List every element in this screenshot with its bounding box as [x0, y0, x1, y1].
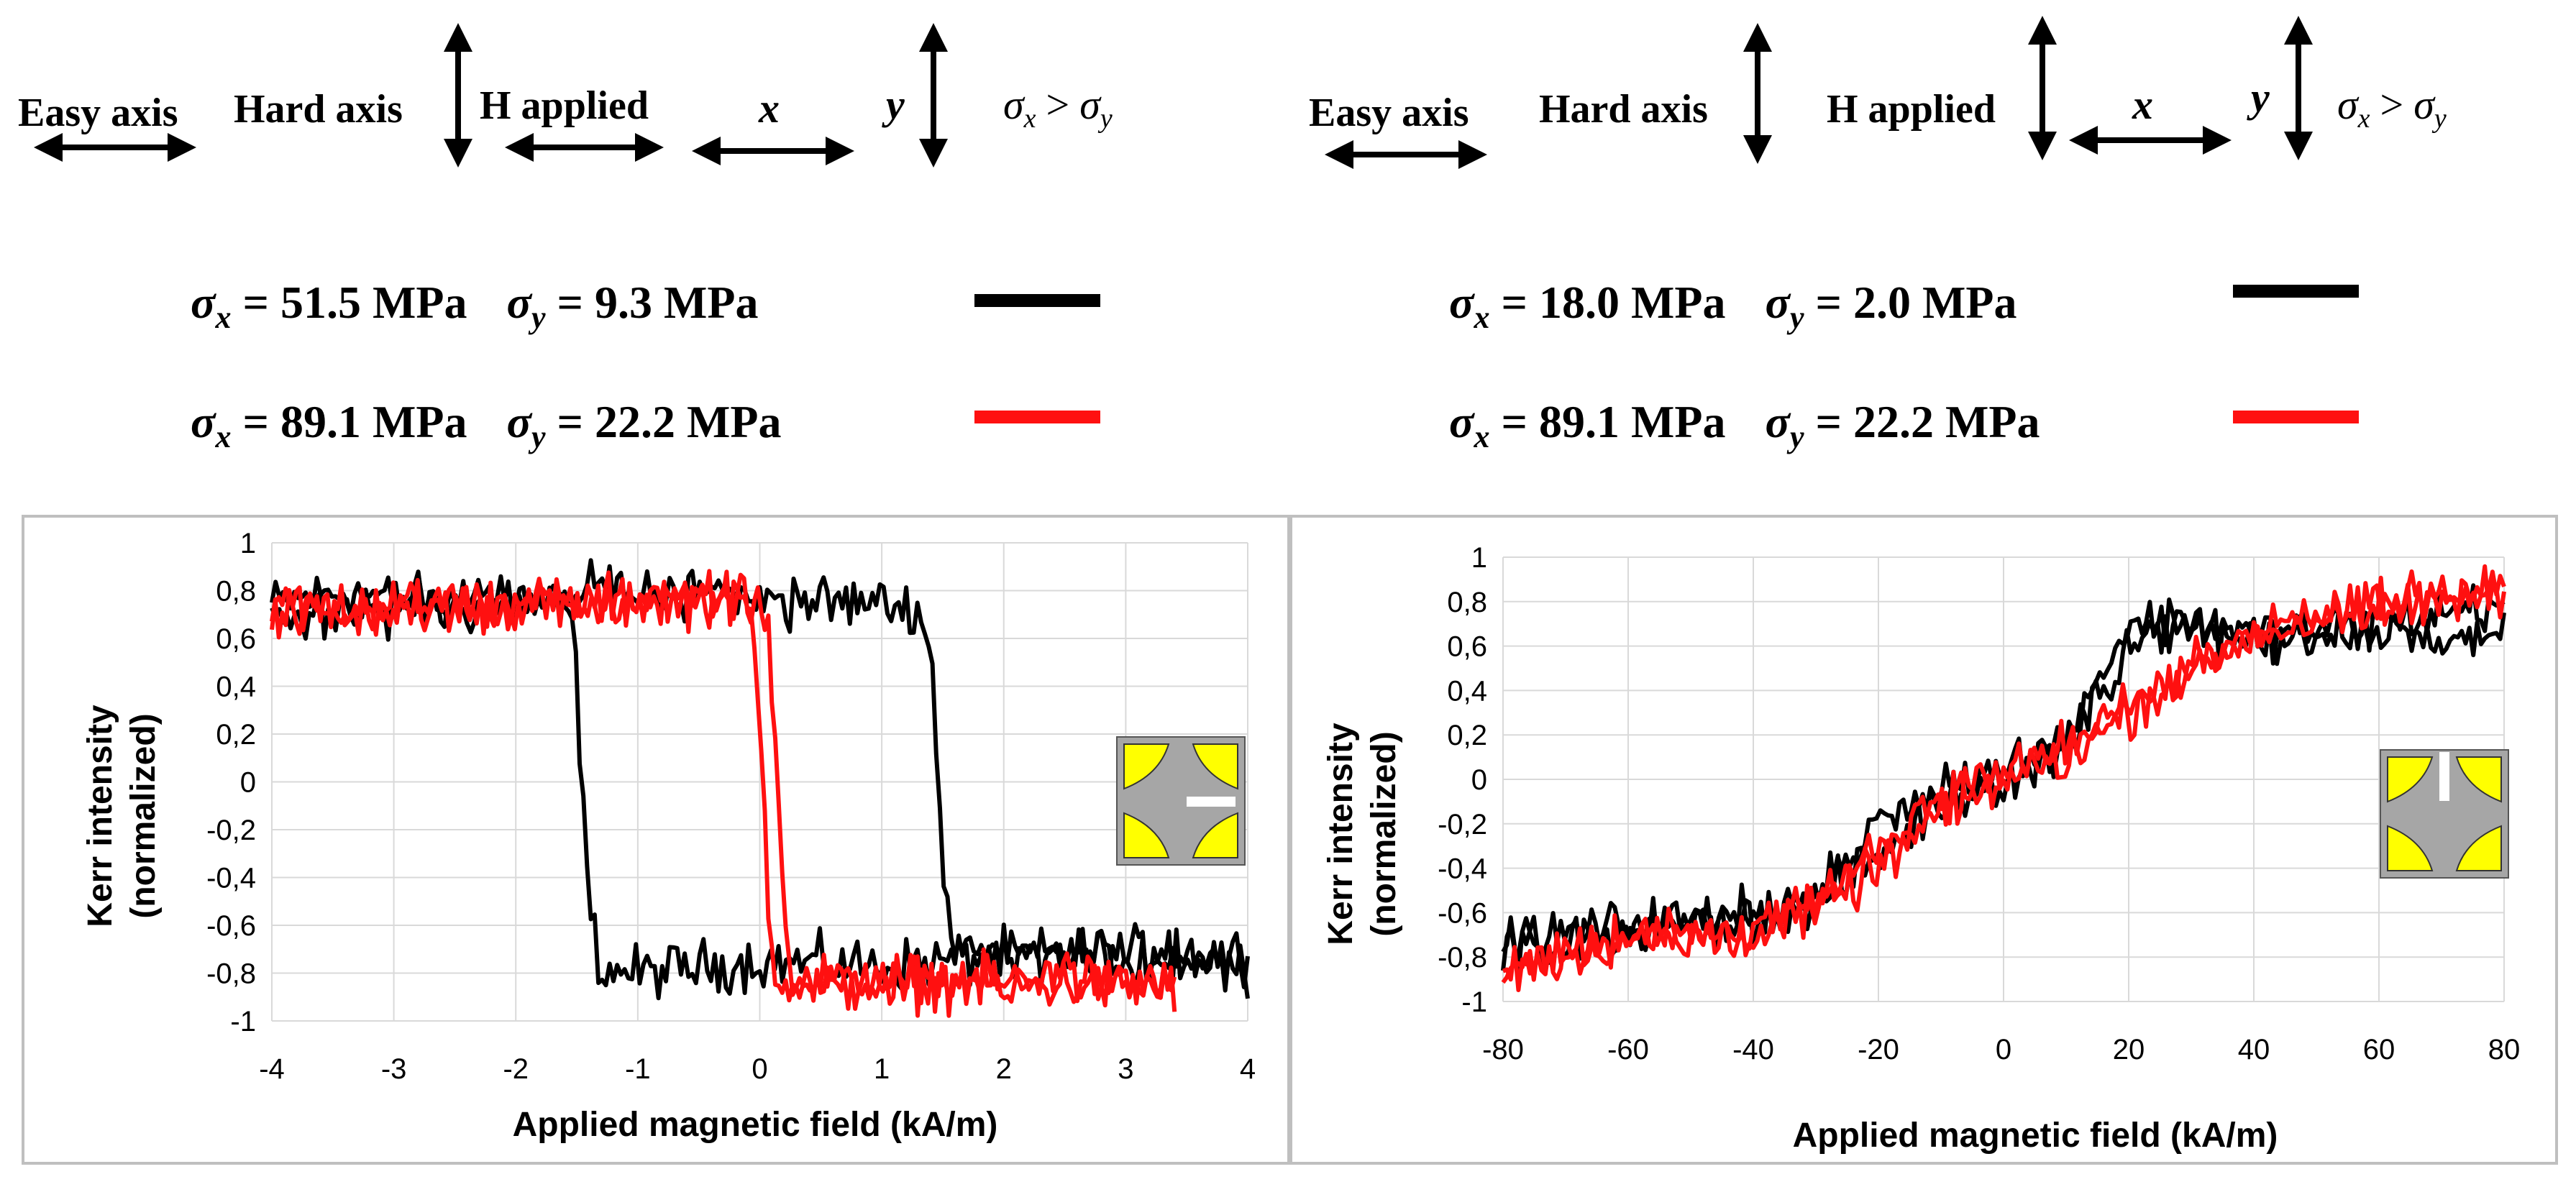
y-tick-label: -1	[1461, 986, 1487, 1018]
legend-line-2-text: σx = 89.1 MPa σy = 22.2 MPa	[191, 396, 781, 454]
x-axis-label: x	[758, 85, 780, 132]
x-tick-label: 0	[752, 1053, 767, 1085]
legend-line-1-text: σx = 51.5 MPa σy = 9.3 MPa	[191, 277, 758, 335]
x-tick-label: -80	[1482, 1034, 1524, 1065]
inset-petal	[1192, 812, 1238, 858]
chart-right-yticks: 1 0,8 0,6 0,4 0,2 0 -0,2 -0,4 -0,6 -0,8 -1	[1438, 542, 1487, 1018]
y-tick-label: 1	[1471, 542, 1487, 574]
chart-right: 10,80,60,40,20-0,2-0,4-0,6-0,8-1 -80 -60-…	[1289, 515, 2558, 1165]
chart-left-frame	[22, 515, 1290, 1165]
y-tick-label: -0,6	[1438, 897, 1487, 929]
x-tick-label: 80	[2488, 1034, 2521, 1065]
inset-petal	[2387, 825, 2434, 871]
chart-right-ylabel-line1: Kerr intensity	[1322, 723, 1360, 945]
chart-right-ylabel-line2: (normalized)	[1365, 731, 1403, 936]
y-tick-label: 1	[240, 528, 256, 559]
inset-petal	[2455, 756, 2502, 803]
right-header: Easy axis Hard axis H applied x y σx > σy …	[1309, 16, 2447, 454]
x-tick-label: 1	[874, 1053, 890, 1085]
stress-inequality: σx > σy	[1003, 81, 1113, 134]
y-axis-label: y	[2247, 74, 2270, 121]
x-tick-label: 2	[996, 1053, 1012, 1085]
chart-right-series	[1501, 564, 2506, 992]
legend-line-1-text: σx = 18.0 MPa σy = 2.0 MPa	[1449, 277, 2017, 335]
chart-left-xlabel: Applied magnetic field (kA/m)	[513, 1106, 998, 1144]
x-tick-label: 0	[1996, 1034, 2011, 1065]
left-header: Easy axis Hard axis H applied x y σx > σy …	[18, 22, 1113, 454]
hard-axis-label: Hard axis	[234, 87, 403, 132]
inset-slit	[1187, 797, 1236, 807]
legend-line-2-text: σx = 89.1 MPa σy = 22.2 MPa	[1449, 396, 2040, 454]
x-tick-label: -4	[259, 1053, 285, 1085]
series-line-red-up	[270, 569, 1177, 1012]
y-tick-label: 0	[1471, 764, 1487, 796]
y-tick-label: 0,2	[216, 719, 256, 751]
easy-axis-label: Easy axis	[1309, 91, 1469, 135]
y-tick-label: -0,8	[1438, 942, 1487, 973]
y-tick-label: -0,2	[1438, 809, 1487, 840]
inset-petal	[1192, 743, 1238, 790]
stress-inequality: σx > σy	[2337, 81, 2447, 134]
chart-left-ylabel-line1: Kerr intensity	[81, 705, 119, 927]
x-tick-label: -1	[625, 1053, 651, 1085]
y-tick-label: -0,6	[206, 910, 256, 942]
x-tick-label: -40	[1732, 1034, 1774, 1065]
y-tick-label: 0,8	[216, 576, 256, 608]
y-tick-label: -0,2	[206, 815, 256, 846]
chart-right-xlabel: Applied magnetic field (kA/m)	[1793, 1117, 2278, 1155]
easy-axis-label: Easy axis	[18, 91, 178, 135]
y-tick-label: 0,4	[216, 672, 256, 703]
inset-petal	[1123, 812, 1170, 858]
chart-left-series	[270, 558, 1250, 1018]
series-line-red-up	[1501, 564, 2506, 984]
x-tick-label: 20	[2113, 1034, 2145, 1065]
chart-left-inset	[1116, 736, 1246, 866]
inset-petal	[2387, 756, 2434, 803]
chart-left-ylabel-line2: (normalized)	[124, 713, 163, 918]
chart-left: 10,80,60,40,20-0,2-0,4-0,6-0,8-1 -4 -3 -2-…	[22, 515, 1290, 1165]
h-applied-label: H applied	[1827, 87, 1996, 132]
chart-left-xticks: -4 -3 -2 -1 0 1 2 3 4	[259, 1053, 1256, 1085]
inset-petal	[1123, 743, 1170, 790]
y-tick-label: 0,8	[1447, 587, 1487, 618]
chart-right-inset	[2380, 749, 2509, 879]
y-tick-label: -0,4	[1438, 853, 1487, 885]
y-tick-label: -0,4	[206, 863, 256, 894]
x-tick-label: 60	[2363, 1034, 2395, 1065]
x-axis-label: x	[2132, 81, 2153, 128]
x-tick-label: -60	[1607, 1034, 1649, 1065]
y-tick-label: -1	[230, 1006, 256, 1037]
y-tick-label: 0	[240, 767, 256, 799]
y-tick-label: -0,8	[206, 958, 256, 990]
y-axis-label: y	[882, 81, 905, 128]
hard-axis-label: Hard axis	[1539, 87, 1708, 132]
y-tick-label: 0,2	[1447, 720, 1487, 751]
x-tick-label: 4	[1240, 1053, 1256, 1085]
chart-left-yticks: 1 0,8 0,6 0,4 0,2 0 -0,2 -0,4 -0,6 -0,8 -1	[206, 528, 256, 1037]
y-tick-label: 0,4	[1447, 675, 1487, 707]
inset-slit	[2439, 752, 2449, 801]
inset-petal	[2455, 825, 2502, 871]
x-tick-label: -3	[381, 1053, 407, 1085]
y-tick-label: 0,6	[1447, 631, 1487, 663]
x-tick-label: -2	[503, 1053, 529, 1085]
x-tick-label: 40	[2238, 1034, 2270, 1065]
x-tick-label: 3	[1118, 1053, 1133, 1085]
h-applied-label: H applied	[480, 83, 649, 128]
x-tick-label: -20	[1858, 1034, 1899, 1065]
chart-right-xticks: -80 -60 -40 -20 0 20 40 60 80	[1482, 1034, 2520, 1065]
y-tick-label: 0,6	[216, 623, 256, 655]
